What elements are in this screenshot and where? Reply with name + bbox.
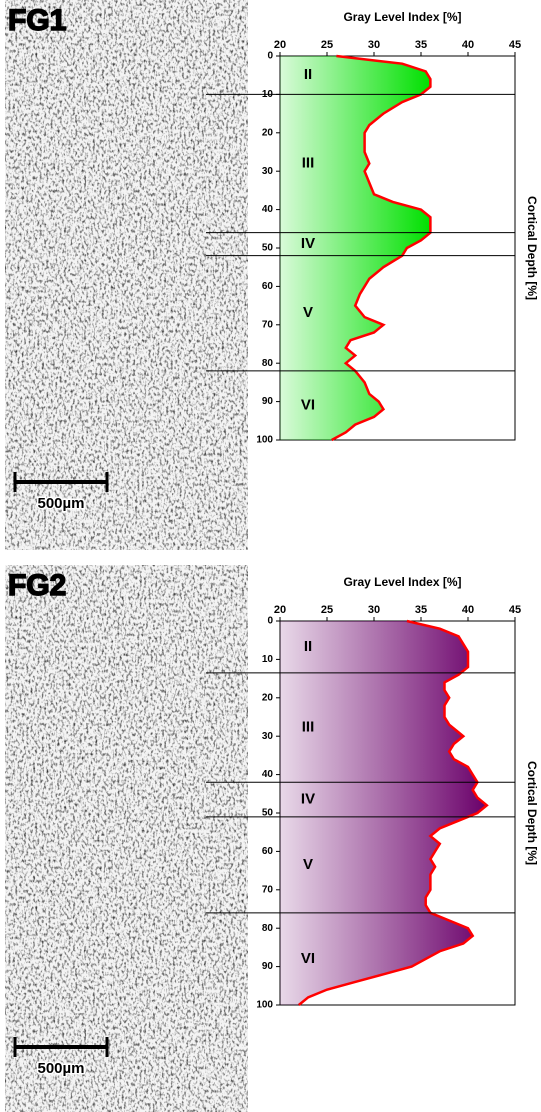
- y-tick-label: 90: [262, 961, 274, 972]
- x-tick-label: 35: [415, 604, 427, 616]
- y-axis-title: Cortical Depth [%]: [525, 196, 539, 300]
- y-tick-label: 60: [262, 281, 274, 292]
- panel-label: FG1: [8, 4, 66, 37]
- x-tick-label: 40: [462, 39, 474, 51]
- y-tick-label: 30: [262, 731, 274, 742]
- y-axis-title: Cortical Depth [%]: [525, 761, 539, 865]
- y-tick-label: 0: [267, 51, 273, 62]
- y-tick-label: 30: [262, 166, 274, 177]
- y-tick-label: 100: [256, 1000, 273, 1011]
- x-axis-title: Gray Level Index [%]: [343, 10, 461, 24]
- x-tick-label: 30: [368, 604, 380, 616]
- scale-bar-label: 500µm: [37, 1060, 84, 1077]
- layer-label: IV: [301, 235, 315, 252]
- layer-label: V: [303, 856, 313, 873]
- x-tick-label: 20: [274, 604, 286, 616]
- y-tick-label: 90: [262, 396, 274, 407]
- layer-label: VI: [301, 396, 315, 413]
- scale-bar-label: 500µm: [37, 495, 84, 512]
- layer-label: V: [303, 304, 313, 321]
- tissue-image: [5, 0, 248, 550]
- figure: 20 25 30 35 40 45 0 10 20 30 40 50 60 70 80 90 100 Gray L…: [0, 0, 541, 1112]
- x-tick-label: 20: [274, 39, 286, 51]
- layer-label: II: [304, 66, 312, 83]
- x-tick-label: 45: [509, 39, 521, 51]
- y-tick-label: 70: [262, 319, 274, 330]
- y-tick-label: 100: [256, 435, 273, 446]
- layer-label: III: [302, 719, 315, 736]
- layer-label: III: [302, 154, 315, 171]
- y-tick-label: 80: [262, 358, 274, 369]
- y-tick-label: 40: [262, 769, 274, 780]
- y-tick-label: 70: [262, 884, 274, 895]
- y-tick-label: 0: [267, 616, 273, 627]
- y-tick-label: 80: [262, 923, 274, 934]
- x-tick-label: 45: [509, 604, 521, 616]
- tissue-image: [5, 565, 248, 1112]
- y-tick-label: 60: [262, 846, 274, 857]
- x-tick-label: 25: [321, 604, 333, 616]
- y-tick-label: 40: [262, 204, 274, 215]
- y-tick-label: 50: [262, 243, 274, 254]
- x-tick-label: 40: [462, 604, 474, 616]
- layer-label: IV: [301, 791, 315, 808]
- panel-label: FG2: [8, 569, 66, 602]
- y-tick-label: 20: [262, 692, 274, 703]
- layer-label: VI: [301, 950, 315, 967]
- x-tick-label: 30: [368, 39, 380, 51]
- x-tick-label: 35: [415, 39, 427, 51]
- layer-label: II: [304, 638, 312, 655]
- y-tick-label: 10: [262, 654, 274, 665]
- x-tick-label: 25: [321, 39, 333, 51]
- y-tick-label: 20: [262, 127, 274, 138]
- x-axis-title: Gray Level Index [%]: [343, 575, 461, 589]
